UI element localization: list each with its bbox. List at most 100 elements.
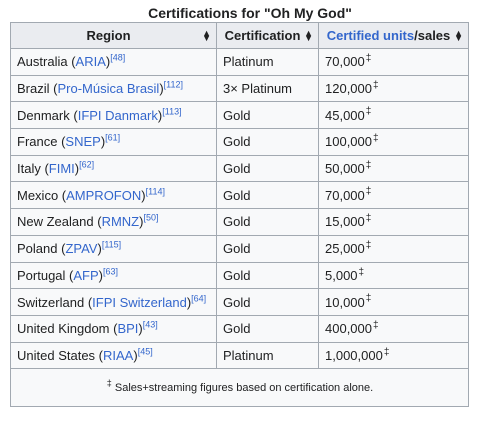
region-name: Switzerland	[17, 294, 85, 310]
table-row: Brazil (Pro-Música Brasil)[112] 3× Platin…	[10, 74, 469, 103]
dagger-mark: ‡	[365, 213, 372, 225]
region-cell: France (SNEP)[61]	[10, 128, 217, 156]
dagger-mark: ‡	[365, 293, 372, 305]
certifier-link[interactable]: IFPI Switzerland	[92, 294, 187, 310]
column-header-certification[interactable]: Certification ▲ ▼	[216, 22, 319, 49]
region-name: United Kingdom	[17, 321, 110, 337]
units-value: 15,000	[325, 214, 365, 230]
certification-cell: Gold	[216, 154, 319, 183]
region-cell: Portugal (AFP)[63]	[10, 261, 217, 290]
sort-icon[interactable]: ▲ ▼	[202, 27, 211, 43]
sort-icon[interactable]: ▲ ▼	[304, 27, 313, 43]
units-value: 25,000	[325, 241, 365, 257]
units-value: 70,000	[325, 54, 365, 70]
footnote-mark: ‡	[106, 378, 112, 389]
column-header-certification-label: Certification	[224, 28, 301, 43]
region-name: Mexico	[17, 187, 59, 203]
units-value: 1,000,000	[325, 347, 383, 363]
units-value: 45,000	[325, 107, 365, 123]
table-row: Portugal (AFP)[63] Gold 5,000‡	[10, 261, 469, 290]
certification-cell: Gold	[216, 181, 319, 210]
dagger-mark: ‡	[373, 133, 379, 145]
dagger-mark: ‡	[365, 53, 372, 65]
certification-cell: Gold	[216, 261, 319, 290]
column-header-region-label: Region	[86, 28, 131, 43]
certifier-link[interactable]: Pro-Música Brasil	[57, 81, 160, 97]
certifier-link[interactable]: BPI	[117, 321, 139, 337]
certifier-link[interactable]: RMNZ	[101, 214, 140, 230]
table-row: Australia (ARIA)[48] Platinum 70,000‡	[10, 48, 469, 76]
sort-icon[interactable]: ▲ ▼	[454, 27, 463, 43]
table-row: Mexico (AMPROFON)[114] Gold 70,000‡	[10, 181, 469, 210]
reference-link[interactable]: [62]	[79, 159, 95, 170]
certifier-link[interactable]: FIMI	[48, 161, 75, 177]
reference-link[interactable]: [113]	[162, 106, 182, 117]
certifier-link[interactable]: AMPROFON	[66, 187, 142, 203]
reference-link[interactable]: [64]	[191, 293, 207, 304]
units-value: 120,000	[325, 81, 372, 97]
certifier-link[interactable]: ZPAV	[65, 241, 98, 257]
reference-link[interactable]: [115]	[101, 239, 122, 250]
certification-cell: Platinum	[216, 341, 319, 370]
units-cell: 120,000‡	[318, 74, 469, 103]
region-name: Australia	[17, 54, 68, 70]
certifier-link[interactable]: IFPI Danmark	[77, 107, 158, 123]
table-row: United States (RIAA)[45] Platinum 1,000,00…	[10, 341, 469, 370]
table-row: France (SNEP)[61] Gold 100,000‡	[10, 128, 469, 156]
region-name: United States	[17, 347, 96, 363]
footnote-text: Sales+streaming figures based on certifi…	[114, 381, 374, 394]
units-cell: 15,000‡	[318, 208, 469, 236]
dagger-mark: ‡	[383, 346, 390, 358]
region-cell: Switzerland (IFPI Switzerland)[64]	[10, 288, 217, 316]
certified-units-link[interactable]: Certified units	[326, 28, 415, 43]
table-row: Poland (ZPAV)[115] Gold 25,000‡	[10, 234, 469, 263]
reference-link[interactable]: [50]	[143, 213, 159, 224]
dagger-mark: ‡	[373, 319, 379, 331]
units-value: 70,000	[325, 187, 365, 203]
reference-link[interactable]: [48]	[110, 53, 126, 64]
units-cell: 400,000‡	[318, 314, 469, 343]
certifier-link[interactable]: AFP	[73, 267, 99, 283]
certification-cell: Gold	[216, 234, 319, 263]
reference-link[interactable]: [114]	[145, 186, 165, 197]
certifier-link[interactable]: RIAA	[103, 347, 134, 363]
reference-link[interactable]: [43]	[142, 319, 158, 330]
region-cell: New Zealand (RMNZ)[50]	[10, 208, 217, 236]
units-cell: 5,000‡	[318, 261, 469, 290]
region-cell: United Kingdom (BPI)[43]	[10, 314, 217, 343]
region-name: Italy	[17, 161, 41, 177]
reference-link[interactable]: [112]	[163, 79, 184, 90]
dagger-mark: ‡	[365, 106, 372, 118]
table-row: New Zealand (RMNZ)[50] Gold 15,000‡	[10, 208, 469, 236]
column-header-region[interactable]: Region ▲ ▼	[10, 22, 217, 49]
region-name: France	[17, 134, 58, 150]
units-value: 10,000	[325, 294, 365, 310]
region-name: Denmark	[17, 107, 70, 123]
certification-cell: Platinum	[216, 48, 319, 76]
units-cell: 45,000‡	[318, 101, 469, 130]
region-cell: Brazil (Pro-Música Brasil)[112]	[10, 74, 217, 103]
certification-cell: Gold	[216, 128, 319, 156]
reference-link[interactable]: [63]	[103, 266, 119, 277]
units-cell: 25,000‡	[318, 234, 469, 263]
dagger-mark: ‡	[358, 266, 365, 278]
units-cell: 50,000‡	[318, 154, 469, 183]
reference-link[interactable]: [45]	[137, 346, 153, 357]
region-cell: Australia (ARIA)[48]	[10, 48, 217, 76]
certifier-link[interactable]: ARIA	[75, 54, 106, 70]
certification-cell: Gold	[216, 314, 319, 343]
column-header-units[interactable]: Certified units/sales ▲ ▼	[318, 22, 469, 49]
dagger-mark: ‡	[373, 79, 379, 91]
region-cell: United States (RIAA)[45]	[10, 341, 217, 370]
dagger-mark: ‡	[365, 159, 372, 171]
units-cell: 70,000‡	[318, 48, 469, 76]
certification-cell: Gold	[216, 101, 319, 130]
units-cell: 1,000,000‡	[318, 341, 469, 370]
reference-link[interactable]: [61]	[105, 133, 121, 144]
units-value: 50,000	[325, 161, 365, 177]
certifier-link[interactable]: SNEP	[65, 134, 101, 150]
region-cell: Italy (FIMI)[62]	[10, 154, 217, 183]
region-name: Brazil	[17, 81, 50, 97]
units-cell: 100,000‡	[318, 128, 469, 156]
dagger-mark: ‡	[365, 239, 372, 251]
